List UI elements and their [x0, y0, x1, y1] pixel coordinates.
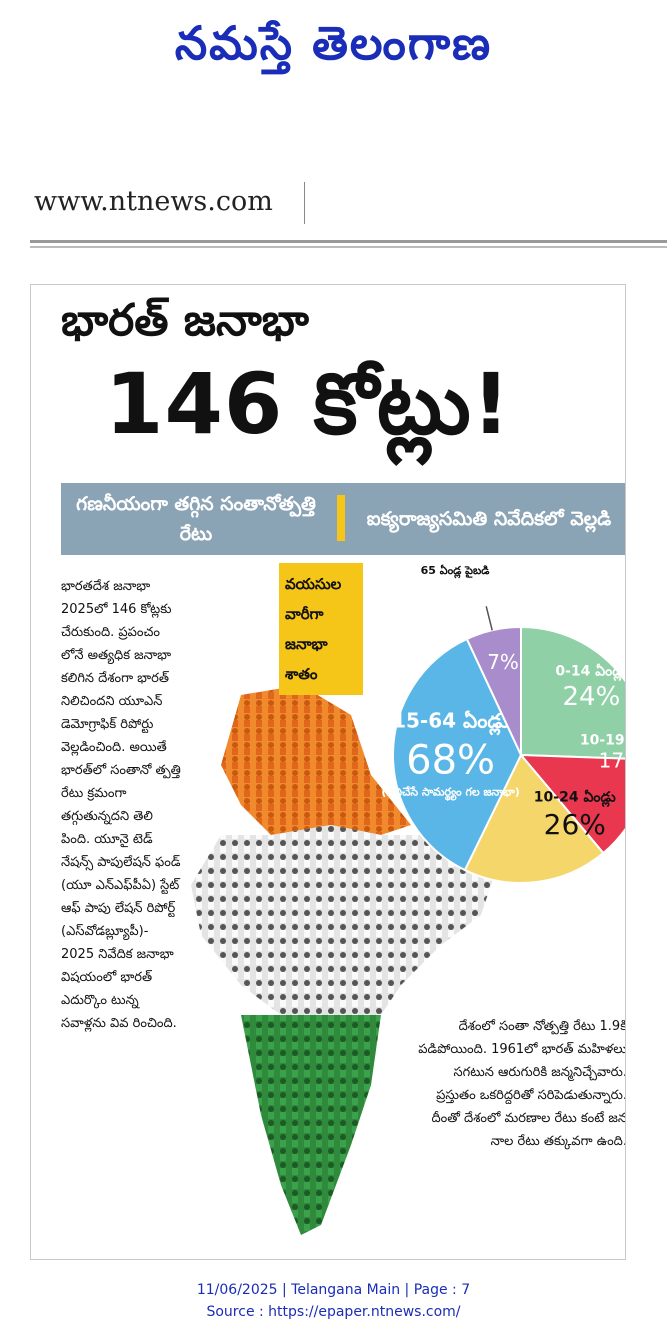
pie-slice [520, 625, 625, 760]
footer-source-link[interactable]: Source : https://epaper.ntnews.com/ [206, 1304, 461, 1320]
site-url: www.ntnews.com [34, 186, 273, 217]
headline-line-2: 146 కోట్లు! [105, 355, 512, 453]
subheadline-left: గణనీయంగా తగ్గిన సంతానోత్పత్తి రేటు [76, 493, 316, 545]
pie-slice-value: 7% [487, 650, 519, 674]
pie-slice [463, 753, 605, 884]
map-north-orange [221, 685, 411, 835]
footer-edition-info: 11/06/2025 | Telangana Main | Page : 7 [196, 1282, 471, 1298]
map-south-green [241, 1015, 381, 1235]
headline-line-1: భారత్ జనాభా [61, 295, 309, 346]
header-rule-secondary [30, 246, 667, 248]
pie-slice-value: 24% [563, 682, 621, 712]
subheadline-divider [337, 495, 345, 541]
pie-slice [392, 637, 523, 872]
age-distribution-pie-chart: 0-14 ఏండ్లు24% 10-19 ఏండ్లు17% 10-24 ఏండ్ల… [381, 606, 626, 884]
india-map-illustration [191, 685, 501, 1235]
pie-slice [465, 625, 522, 756]
pie-slice-note: (పనిచేసే సామర్థ్యం గల జనాభా) [381, 785, 519, 801]
pie-slice-label: 15-64 ఏండ్లు [392, 708, 509, 735]
callout-pointer [485, 606, 493, 631]
article-body-left: భారతదేశ జనాభా 2025లో 146 కోట్లకు చేరుకుం… [61, 579, 181, 1031]
article-clipping: భారత్ జనాభా 146 కోట్లు! గణనీయంగా తగ్గిన … [30, 284, 626, 1260]
pie-slice-label: 10-19 ఏండ్లు [580, 732, 626, 750]
pie-slice-value: 17% [599, 748, 626, 772]
chart-title-box: వయసుల వారీగా జనాభా శాతం [279, 563, 363, 695]
pie-slice-label: 0-14 ఏండ్లు [555, 663, 626, 681]
header-rule [30, 240, 667, 243]
url-divider [304, 182, 305, 224]
subheadline-right: ఐక్యరాజ్యసమితి నివేదికలో వెల్లడి [366, 508, 612, 530]
pie-slice-value: 26% [544, 808, 606, 841]
article-body-right: దేశంలో సంతా నోత్పత్తి రేటు 1.9కి పడిపోయి… [418, 1019, 626, 1149]
map-middle-white [191, 825, 501, 1015]
masthead-logo: నమస్తే తెలంగాణ [174, 16, 493, 70]
callout-65-plus: 65 ఏండ్ల పైబడి [420, 564, 490, 577]
chart-title: వయసుల వారీగా జనాభా శాతం [285, 575, 342, 683]
pie-slice [518, 753, 625, 855]
pie-slice-value: 68% [406, 737, 495, 783]
subheadline-banner: గణనీయంగా తగ్గిన సంతానోత్పత్తి రేటు ఐక్యర… [61, 483, 625, 555]
pie-slice-label: 10-24 ఏండ్లు [534, 790, 616, 808]
